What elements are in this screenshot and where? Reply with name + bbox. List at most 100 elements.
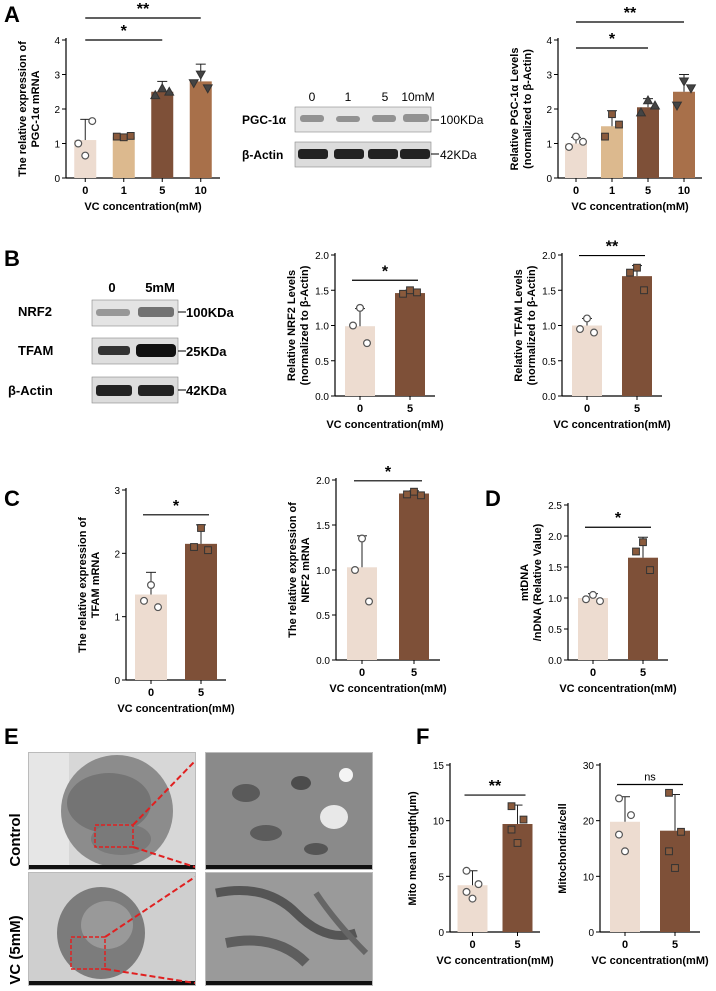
data-point (626, 811, 635, 820)
significance-label: * (173, 498, 180, 515)
x-axis-label: VC concentration(mM) (591, 955, 709, 967)
y-tick-label: 0.5 (542, 357, 556, 368)
significance-label: * (615, 510, 622, 527)
x-tick-label: 0 (469, 939, 475, 951)
x-axis-label: VC concentration(mM) (559, 683, 677, 695)
blot-b-lane-label: 0 (108, 280, 115, 295)
chart-a-pgc1a-protein: 0 1 2 3 4 0 1 5 10 VC concentration(mM) Relative P… (509, 5, 702, 213)
data-point (413, 288, 421, 297)
data-point (571, 132, 580, 141)
data-point (649, 100, 661, 110)
x-tick-label: 5 (198, 687, 204, 699)
blot-band (368, 149, 398, 159)
blot-band (298, 149, 328, 159)
x-tick-label: 0 (148, 687, 154, 699)
x-tick-label: 5 (634, 403, 640, 415)
blot-a-lane-label: 5 (382, 90, 389, 104)
data-point (112, 132, 121, 141)
data-point (513, 839, 522, 847)
x-tick-label: 5 (159, 185, 165, 197)
bar (637, 107, 659, 178)
data-point (635, 107, 647, 117)
panel-letter-d: D (485, 486, 501, 511)
x-tick-label: 1 (121, 185, 127, 197)
x-tick-label: 5 (407, 403, 413, 415)
y-tick-label: 0.5 (315, 357, 329, 368)
data-point (685, 84, 697, 94)
y-tick-label: 0.5 (548, 625, 562, 636)
x-axis-label: VC concentration(mM) (571, 201, 689, 213)
data-point (614, 794, 623, 803)
blot-a-lane-label: 10mM (401, 90, 434, 104)
data-point (507, 802, 516, 811)
x-tick-label: 5 (411, 667, 417, 679)
y-tick-label: 0 (438, 928, 444, 939)
data-point (642, 94, 654, 105)
y-tick-label: 1.5 (316, 521, 330, 532)
data-point (149, 89, 161, 100)
significance-label: ** (137, 1, 150, 18)
data-point (357, 534, 366, 543)
blot-b-lane-label: 5mM (145, 280, 175, 295)
data-point (519, 815, 528, 824)
blot-band (136, 344, 176, 357)
data-point (188, 79, 200, 89)
data-point (204, 546, 212, 555)
significance-label: * (609, 31, 616, 48)
y-tick-label: 0.0 (315, 392, 329, 403)
blot-b-row-label: β-Actin (8, 383, 53, 398)
significance-label: ** (489, 778, 502, 795)
em-vc-overview (28, 872, 196, 986)
data-point (74, 139, 83, 148)
blot-a-lane-labels: 0 1 5 10mM (309, 90, 435, 104)
y-tick-label: 3 (54, 71, 60, 82)
y-tick-label: 15 (433, 761, 445, 772)
y-axis-label: Relative TFAM Levels(normalized to β-Act… (513, 265, 538, 385)
data-point (163, 86, 175, 96)
blot-a-row-label: β-Actin (242, 148, 283, 162)
x-axis-label: VC concentration(mM) (326, 419, 444, 431)
bar (660, 830, 690, 932)
x-tick-label: 5 (640, 667, 646, 679)
em-control-overview (28, 752, 196, 870)
x-axis-label: VC concentration(mM) (117, 703, 235, 715)
data-point (601, 132, 609, 141)
blot-b-row-label: TFAM (18, 343, 53, 358)
y-tick-label: 1.0 (548, 594, 562, 605)
data-point (595, 597, 604, 606)
data-point (633, 263, 641, 272)
y-tick-label: 1.5 (315, 286, 329, 297)
data-point (671, 101, 683, 111)
data-point (462, 866, 471, 875)
y-axis-label: Relative PGC-1α Levels(normalized to β-A… (509, 48, 534, 171)
data-point (154, 603, 163, 612)
y-tick-label: 1 (114, 613, 120, 624)
data-point (474, 880, 483, 889)
blot-b-size-label: 25KDa (186, 344, 227, 359)
y-tick-label: 2 (54, 105, 60, 116)
x-axis-label: VC concentration(mM) (553, 419, 671, 431)
y-tick-label: 3 (546, 71, 552, 82)
significance-label: * (121, 23, 128, 40)
y-axis-label: The relative expression ofNRF2 mRNA (287, 502, 312, 638)
data-point (81, 151, 90, 160)
data-point (410, 487, 418, 496)
y-tick-label: 3 (114, 486, 120, 497)
data-point (589, 328, 598, 337)
data-point (140, 596, 149, 605)
em-zoom-box (70, 936, 106, 970)
data-point (348, 321, 357, 330)
em-vc-zoom-image (206, 873, 372, 985)
panel-letter-b: B (4, 246, 20, 271)
data-point (678, 77, 690, 87)
y-tick-label: 20 (583, 817, 595, 828)
data-point (582, 314, 591, 323)
data-point (362, 339, 371, 348)
bar (610, 821, 640, 932)
x-tick-label: 0 (590, 667, 596, 679)
y-tick-label: 0 (114, 676, 120, 687)
data-point (197, 524, 205, 532)
y-tick-label: 1.0 (315, 322, 329, 333)
bar (578, 598, 608, 660)
y-tick-label: 1.5 (548, 563, 562, 574)
